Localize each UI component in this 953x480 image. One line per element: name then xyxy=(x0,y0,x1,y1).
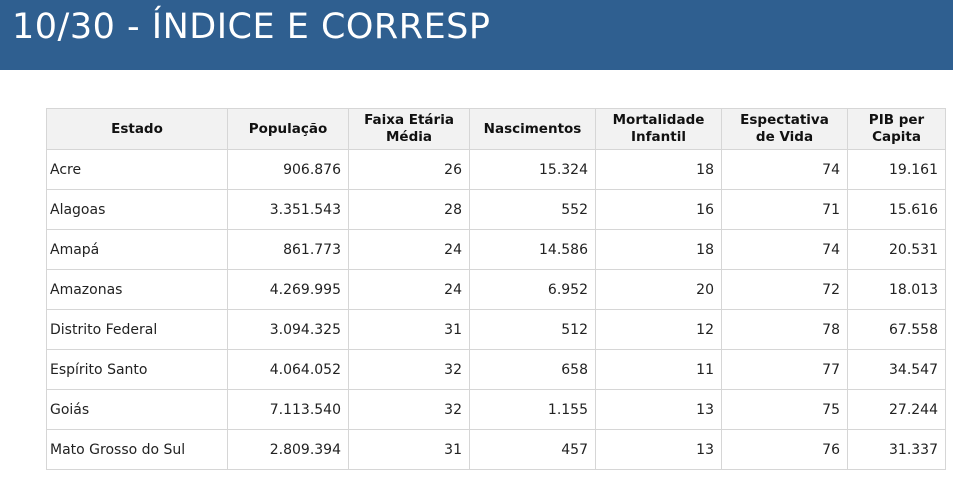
table-cell: 906.876 xyxy=(227,149,349,190)
table-cell: Amazonas xyxy=(46,269,228,310)
table-cell: 27.244 xyxy=(847,389,946,430)
table-cell: 15.324 xyxy=(469,149,596,190)
table-cell: 67.558 xyxy=(847,309,946,350)
column-header: Faixa Etária Média xyxy=(348,108,470,150)
table-cell: 3.351.543 xyxy=(227,189,349,230)
table-cell: 18 xyxy=(595,149,722,190)
column-header: População xyxy=(227,108,349,150)
table-cell: 6.952 xyxy=(469,269,596,310)
table-cell: 16 xyxy=(595,189,722,230)
table-cell: 12 xyxy=(595,309,722,350)
table-cell: 3.094.325 xyxy=(227,309,349,350)
table-cell: 76 xyxy=(721,429,848,470)
data-table-container: Estado População Faixa Etária Média Nasc… xyxy=(46,108,946,470)
table-cell: 18 xyxy=(595,229,722,270)
table-cell: 19.161 xyxy=(847,149,946,190)
table-row: Acre 906.876 26 15.324 18 74 19.161 xyxy=(46,149,946,190)
table-cell: Espírito Santo xyxy=(46,349,228,390)
table-cell: Distrito Federal xyxy=(46,309,228,350)
table-cell: 32 xyxy=(348,389,470,430)
table-cell: Alagoas xyxy=(46,189,228,230)
column-header: Espectativa de Vida xyxy=(721,108,848,150)
column-header: Mortalidade Infantil xyxy=(595,108,722,150)
table-cell: Mato Grosso do Sul xyxy=(46,429,228,470)
table-cell: 18.013 xyxy=(847,269,946,310)
table-cell: 71 xyxy=(721,189,848,230)
column-header: Nascimentos xyxy=(469,108,596,150)
table-cell: 457 xyxy=(469,429,596,470)
table-cell: 14.586 xyxy=(469,229,596,270)
table-cell: 72 xyxy=(721,269,848,310)
column-header: Estado xyxy=(46,108,228,150)
table-cell: 78 xyxy=(721,309,848,350)
table-cell: Amapá xyxy=(46,229,228,270)
table-cell: 13 xyxy=(595,389,722,430)
table-cell: 26 xyxy=(348,149,470,190)
table-cell: 861.773 xyxy=(227,229,349,270)
table-row: Espírito Santo 4.064.052 32 658 11 77 34… xyxy=(46,349,946,390)
table-cell: 74 xyxy=(721,149,848,190)
table-row: Amapá 861.773 24 14.586 18 74 20.531 xyxy=(46,229,946,270)
table-row: Goiás 7.113.540 32 1.155 13 75 27.244 xyxy=(46,389,946,430)
table-cell: 512 xyxy=(469,309,596,350)
table-cell: Goiás xyxy=(46,389,228,430)
table-cell: 4.064.052 xyxy=(227,349,349,390)
table-cell: 7.113.540 xyxy=(227,389,349,430)
table-cell: 2.809.394 xyxy=(227,429,349,470)
table-row: Distrito Federal 3.094.325 31 512 12 78 … xyxy=(46,309,946,350)
state-indicators-table: Estado População Faixa Etária Média Nasc… xyxy=(46,108,946,470)
table-cell: 32 xyxy=(348,349,470,390)
table-cell: 31 xyxy=(348,309,470,350)
table-header-row: Estado População Faixa Etária Média Nasc… xyxy=(46,108,946,150)
table-row: Mato Grosso do Sul 2.809.394 31 457 13 7… xyxy=(46,429,946,470)
table-cell: 11 xyxy=(595,349,722,390)
title-bar: 10/30 - ÍNDICE E CORRESP xyxy=(0,0,953,70)
table-cell: 552 xyxy=(469,189,596,230)
table-cell: 15.616 xyxy=(847,189,946,230)
table-cell: 20 xyxy=(595,269,722,310)
page-title: 10/30 - ÍNDICE E CORRESP xyxy=(12,7,491,47)
column-header: PIB per Capita xyxy=(847,108,946,150)
table-cell: 1.155 xyxy=(469,389,596,430)
table-cell: 75 xyxy=(721,389,848,430)
table-cell: 34.547 xyxy=(847,349,946,390)
table-cell: 658 xyxy=(469,349,596,390)
table-cell: 77 xyxy=(721,349,848,390)
table-cell: 74 xyxy=(721,229,848,270)
table-row: Alagoas 3.351.543 28 552 16 71 15.616 xyxy=(46,189,946,230)
table-cell: 31 xyxy=(348,429,470,470)
table-cell: 28 xyxy=(348,189,470,230)
table-cell: 31.337 xyxy=(847,429,946,470)
table-row: Amazonas 4.269.995 24 6.952 20 72 18.013 xyxy=(46,269,946,310)
table-cell: Acre xyxy=(46,149,228,190)
table-cell: 13 xyxy=(595,429,722,470)
table-cell: 24 xyxy=(348,269,470,310)
table-cell: 4.269.995 xyxy=(227,269,349,310)
table-cell: 24 xyxy=(348,229,470,270)
table-cell: 20.531 xyxy=(847,229,946,270)
